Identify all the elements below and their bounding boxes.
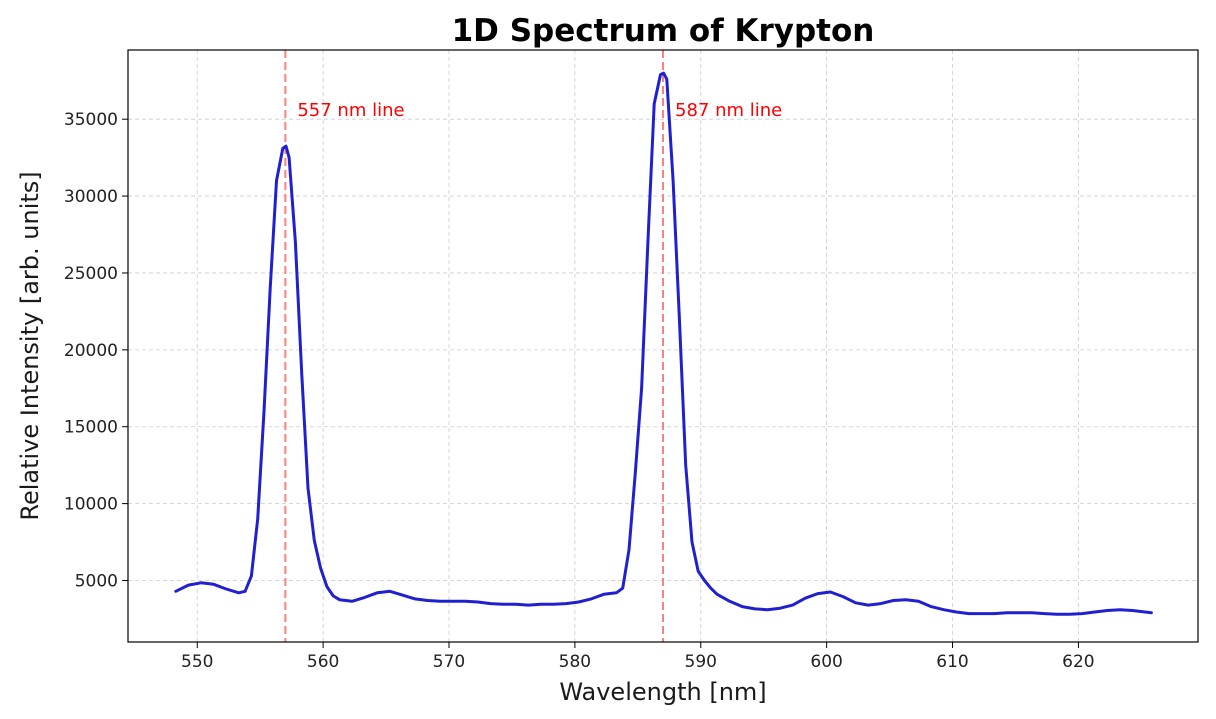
y-axis-label: Relative Intensity [arb. units] — [16, 171, 44, 520]
y-tick-label: 30000 — [64, 187, 118, 207]
x-tick-label: 570 — [433, 652, 465, 672]
y-tick-label: 15000 — [64, 418, 118, 438]
x-tick-label: 580 — [559, 652, 591, 672]
plot-frame — [127, 49, 1199, 643]
x-tick-label: 620 — [1062, 652, 1094, 672]
y-tick-label: 10000 — [64, 495, 118, 515]
x-tick-label: 600 — [810, 652, 842, 672]
chart-title: 1D Spectrum of Krypton — [452, 13, 875, 49]
x-tick-label: 610 — [936, 652, 968, 672]
y-tick-label: 20000 — [64, 341, 118, 361]
x-axis-label: Wavelength [nm] — [559, 678, 766, 706]
annotation-label: 557 nm line — [297, 100, 404, 121]
x-tick-label: 560 — [307, 652, 339, 672]
x-tick-label: 550 — [181, 652, 213, 672]
x-tick-label: 590 — [685, 652, 717, 672]
annotations: 557 nm line 587 nm line — [284, 50, 782, 642]
ticks: 550 560 570 580 590 600 610 620 5000 10000 15000 20… — [64, 110, 1095, 672]
series — [174, 71, 1153, 616]
y-tick-label: 25000 — [64, 264, 118, 284]
y-tick-label: 35000 — [64, 110, 118, 130]
y-tick-label: 5000 — [75, 571, 118, 591]
annotation-label: 587 nm line — [675, 100, 782, 121]
spectrum-line — [174, 71, 1153, 616]
